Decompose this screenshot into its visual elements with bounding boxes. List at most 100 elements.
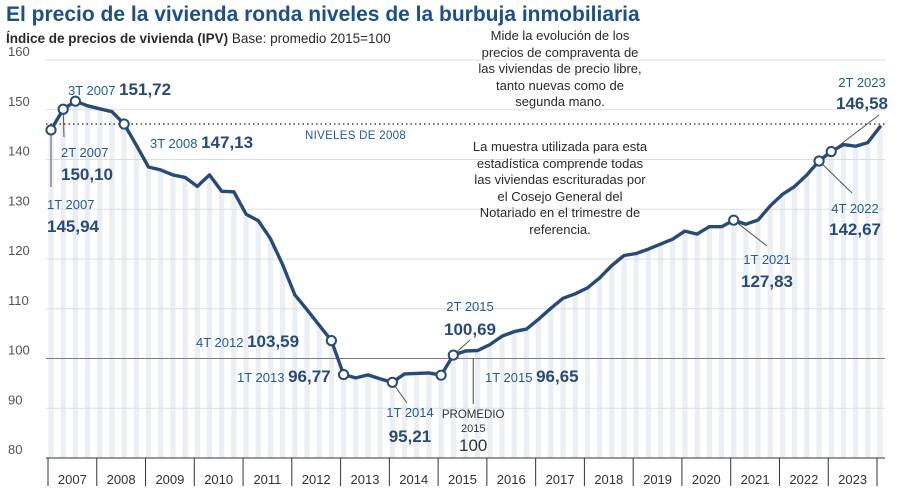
- bg-bar: [145, 166, 152, 458]
- annotation-text: 3T 2007 151,72: [68, 80, 171, 99]
- annotation-period: 3T 2008: [150, 136, 201, 151]
- bg-bar: [511, 331, 517, 458]
- annotation-period: 1T 2021: [743, 252, 790, 267]
- bg-bar: [792, 186, 798, 459]
- annotation-connector: [733, 219, 768, 247]
- promedio-label: PROMEDIO: [442, 409, 505, 421]
- annotation-text: 4T 2012 103,59: [196, 332, 299, 351]
- bg-bar: [584, 287, 591, 458]
- bg-bar: [743, 224, 749, 458]
- y-tick-label: 90: [8, 392, 22, 407]
- y-tick-label: 110: [8, 293, 29, 308]
- bg-bar: [97, 108, 103, 458]
- annotation-value: 151,72: [119, 80, 171, 99]
- x-year-label: 2012: [302, 472, 331, 487]
- annotation-period: 2T 2007: [61, 145, 108, 160]
- x-year-label: 2014: [399, 472, 428, 487]
- annotation-period: 2T 2023: [838, 75, 885, 90]
- bg-bar: [731, 220, 737, 458]
- annotation-text: 3T 2008 147,13: [150, 133, 253, 152]
- annotation-connector: [818, 160, 853, 194]
- bg-bar: [133, 145, 139, 458]
- annotation-marker: [325, 335, 337, 347]
- annotation-marker: [825, 145, 837, 158]
- bg-bar: [438, 375, 444, 458]
- annotation-value: 96,77: [288, 367, 331, 386]
- x-year-label: 2021: [741, 472, 770, 487]
- bg-bar: [670, 239, 676, 458]
- bg-bar: [548, 308, 554, 458]
- annotation-value: 146,58: [836, 94, 888, 113]
- annotation-period: 1T 2015: [485, 370, 536, 385]
- subtitle-bold: Índice de precios de vivienda (IPV): [6, 31, 229, 46]
- bg-bar: [170, 174, 176, 459]
- bg-bar: [804, 174, 810, 459]
- bg-bar: [109, 111, 115, 459]
- bg-bar: [755, 220, 761, 458]
- bg-bar: [377, 378, 383, 458]
- bg-bar: [840, 144, 847, 458]
- annotation-value: 103,59: [247, 332, 299, 351]
- x-year-label: 2009: [155, 472, 184, 487]
- bg-bar: [475, 350, 481, 458]
- annotation-marker: [45, 124, 57, 136]
- x-year-label: 2022: [789, 472, 818, 487]
- annotation-marker: [118, 118, 130, 130]
- reference-line-label: NIVELES DE 2008: [305, 130, 406, 142]
- series-line: [49, 99, 882, 384]
- bg-bar: [243, 214, 249, 458]
- bg-bar: [767, 205, 773, 458]
- x-year-label: 2016: [497, 472, 526, 487]
- bg-bar: [865, 142, 871, 458]
- annotation-marker: [386, 376, 398, 388]
- bg-bar: [280, 264, 286, 458]
- note-sample: La muestra utilizada para esta estadísti…: [472, 139, 648, 237]
- bg-bar: [194, 186, 200, 459]
- chart-title: El precio de la vivienda ronda niveles d…: [6, 3, 640, 26]
- bg-bar: [828, 151, 834, 459]
- bg-bar: [718, 226, 725, 458]
- bg-bar: [121, 124, 127, 458]
- x-year-label: 2010: [204, 472, 233, 487]
- annotation-value: 95,21: [389, 427, 432, 446]
- bg-bar: [657, 244, 664, 458]
- bg-bar: [328, 340, 334, 458]
- x-year-label: 2018: [594, 472, 623, 487]
- annotation-value: 100,69: [444, 320, 496, 339]
- annotation-marker: [337, 368, 350, 381]
- x-year-label: 2011: [253, 472, 281, 487]
- bg-bar: [72, 101, 78, 459]
- x-year-label: 2015: [448, 472, 477, 487]
- bg-bar: [316, 325, 322, 458]
- note-methodology: Mide la evolución de los precios de comp…: [478, 28, 642, 109]
- annotation-value: 142,67: [829, 220, 881, 239]
- bg-bar: [523, 329, 530, 458]
- bg-bar: [633, 253, 639, 458]
- bg-bar: [414, 373, 420, 458]
- y-tick-label: 120: [8, 243, 30, 258]
- x-year-label: 2023: [838, 472, 867, 487]
- bg-bar: [682, 231, 688, 458]
- bg-bar: [853, 146, 859, 459]
- bg-bar: [255, 220, 261, 458]
- bg-bar: [84, 105, 91, 459]
- chart-subtitle: Índice de precios de vivienda (IPV) Base…: [6, 31, 391, 46]
- promedio-year: 2015: [461, 423, 485, 435]
- bg-bar: [60, 109, 66, 458]
- bg-bar: [645, 249, 651, 458]
- bg-bar: [694, 234, 700, 458]
- bg-bar: [487, 344, 493, 458]
- annotation-period: 4T 2012: [196, 335, 247, 350]
- bg-bar: [560, 298, 566, 458]
- bg-bar: [182, 177, 188, 458]
- annotation-period: 1T 2013: [237, 370, 288, 385]
- annotation-value: 127,83: [741, 272, 793, 291]
- bg-bar: [267, 238, 274, 458]
- bg-bar: [304, 309, 310, 458]
- annotation-text: 1T 2015 96,65: [485, 367, 579, 386]
- annotation-period: 4T 2022: [831, 201, 878, 216]
- y-tick-label: 140: [8, 144, 30, 159]
- annotation-value: 145,94: [47, 217, 100, 236]
- bg-bar: [877, 126, 883, 459]
